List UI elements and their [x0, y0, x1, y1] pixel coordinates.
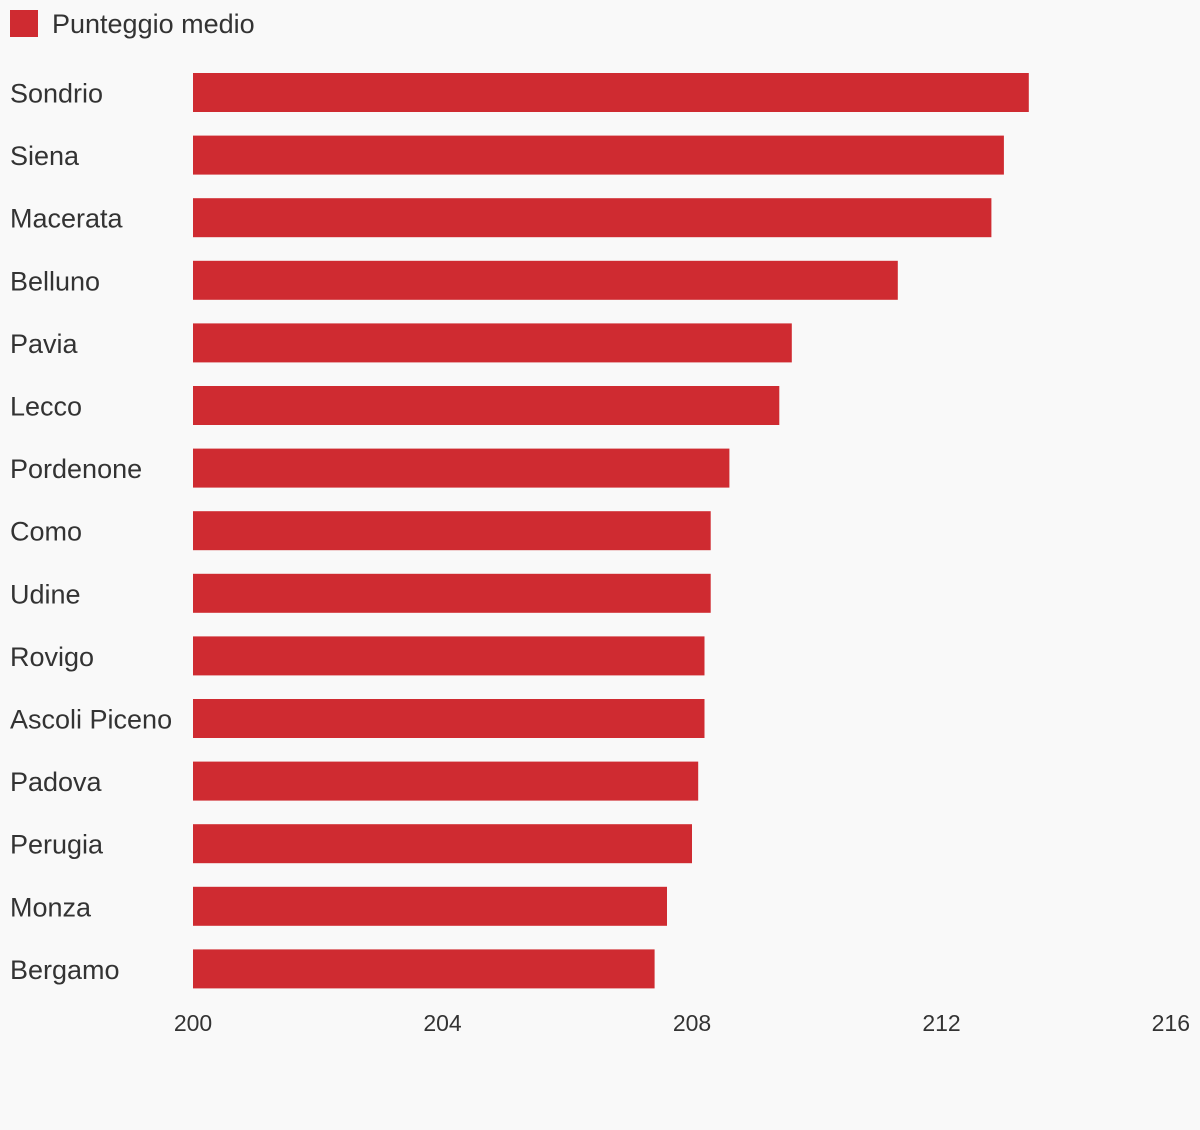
- category-label: Udine: [10, 579, 81, 609]
- category-label: Rovigo: [10, 642, 94, 672]
- bar-macerata: [193, 198, 992, 238]
- bar-siena: [193, 135, 1004, 175]
- category-label: Belluno: [10, 266, 100, 296]
- category-label: Ascoli Piceno: [10, 705, 172, 735]
- bar-pavia: [193, 323, 792, 363]
- bar-perugia: [193, 824, 692, 864]
- bars-group: [193, 73, 1029, 989]
- bar-rovigo: [193, 636, 705, 676]
- category-label: Siena: [10, 141, 80, 171]
- x-tick-label: 208: [673, 1010, 711, 1036]
- category-label: Pordenone: [10, 454, 142, 484]
- bar-udine: [193, 573, 711, 613]
- bar-pordenone: [193, 448, 730, 488]
- bar-ascoli-piceno: [193, 699, 705, 738]
- bar-monza: [193, 886, 667, 926]
- category-label: Macerata: [10, 204, 124, 234]
- category-label: Sondrio: [10, 79, 103, 109]
- x-tick-label: 216: [1152, 1010, 1190, 1036]
- bar-padova: [193, 761, 699, 801]
- category-label: Pavia: [10, 329, 79, 359]
- bar-bergamo: [193, 949, 655, 989]
- category-label: Lecco: [10, 392, 82, 422]
- category-label: Bergamo: [10, 955, 120, 985]
- category-label: Como: [10, 517, 82, 547]
- bar-belluno: [193, 260, 898, 300]
- legend-swatch: [10, 10, 38, 37]
- x-tick-label: 204: [423, 1010, 462, 1036]
- bar-sondrio: [193, 73, 1029, 112]
- category-label: Monza: [10, 892, 92, 922]
- bar-lecco: [193, 386, 780, 425]
- x-tick-label: 200: [174, 1010, 212, 1036]
- category-label: Padova: [10, 767, 103, 797]
- legend-label: Punteggio medio: [52, 9, 255, 39]
- category-label: Perugia: [10, 830, 104, 860]
- x-tick-label: 212: [922, 1010, 960, 1036]
- bar-como: [193, 511, 711, 551]
- legend: Punteggio medio: [10, 9, 255, 44]
- x-axis-ticks: 200 204 208 212 216: [174, 1010, 1190, 1036]
- category-labels: Sondrio Siena Macerata Belluno Pavia Lecco Por…: [10, 79, 172, 985]
